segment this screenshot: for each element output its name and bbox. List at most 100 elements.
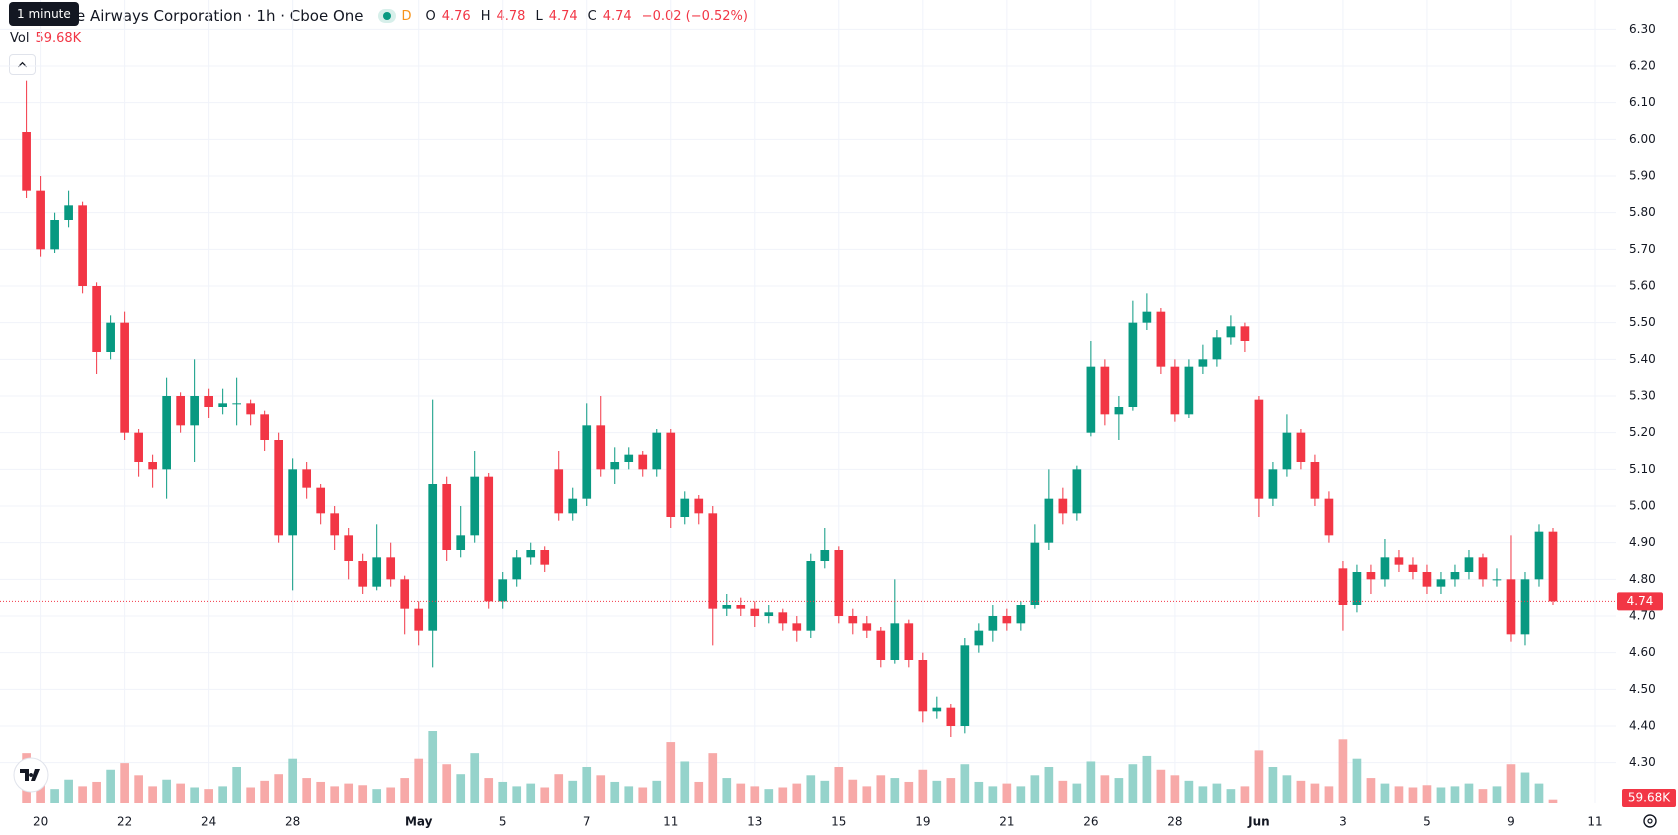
- volume-bar: [1198, 786, 1208, 803]
- settings-icon[interactable]: [1643, 814, 1657, 828]
- y-tick-label: 4.30: [1629, 755, 1656, 769]
- volume-bar: [750, 786, 760, 803]
- candle-body: [918, 660, 928, 712]
- volume-bar: [876, 775, 886, 803]
- candle-body: [596, 425, 606, 470]
- volume-bar: [64, 779, 73, 803]
- candle-body: [1254, 399, 1264, 499]
- volume-bar: [1324, 786, 1334, 803]
- volume-bar: [204, 789, 213, 803]
- volume-bar: [50, 789, 59, 803]
- market-status[interactable]: [377, 9, 396, 23]
- y-tick-label: 4.40: [1629, 719, 1656, 733]
- price-tag-label: 4.74: [1627, 594, 1654, 608]
- volume-bar: [1408, 787, 1418, 803]
- volume-bar: [1184, 780, 1194, 803]
- volume-bar: [1534, 783, 1544, 803]
- volume-bar: [120, 763, 129, 803]
- volume-bar: [624, 786, 634, 803]
- candle-body: [1380, 557, 1390, 580]
- candle-body: [666, 432, 676, 517]
- candle-body: [876, 630, 886, 660]
- ohlc-value: 4.74: [602, 8, 632, 24]
- volume-bar: [568, 780, 578, 803]
- volume-bar: [232, 767, 241, 803]
- volume-bar: [372, 789, 382, 803]
- chevron-icon: [17, 61, 28, 68]
- candle-body: [764, 612, 774, 616]
- candle-body: [680, 498, 690, 517]
- volume-bar: [1016, 786, 1026, 803]
- volume-bar: [974, 781, 984, 803]
- volume-bar: [1240, 786, 1250, 803]
- candle-body: [456, 535, 466, 550]
- volume-bar: [1380, 783, 1390, 803]
- candle-body: [932, 707, 942, 712]
- volume-bar: [246, 787, 256, 803]
- volume-bar: [1492, 786, 1502, 803]
- candle-body: [302, 469, 312, 488]
- ohlc-key: C: [587, 8, 597, 24]
- candle-body: [316, 487, 326, 514]
- candle-body: [344, 535, 354, 561]
- volume-bar: [1156, 769, 1166, 803]
- candle-body: [1170, 366, 1180, 415]
- y-tick-label: 5.60: [1629, 279, 1656, 293]
- volume-bar: [918, 769, 928, 803]
- y-tick-label: 5.10: [1629, 462, 1656, 476]
- volume-bar: [1506, 764, 1516, 803]
- candle-body: [946, 707, 956, 726]
- volume-bar: [1282, 775, 1292, 803]
- volume-bar: [176, 783, 185, 803]
- candle-body: [400, 579, 410, 609]
- x-tick-label: 11: [663, 815, 678, 829]
- candle-body: [218, 403, 227, 407]
- candle-body: [1478, 557, 1488, 580]
- candle-body: [428, 484, 438, 631]
- volume-bar: [848, 779, 858, 803]
- candle-body: [162, 396, 171, 470]
- y-tick-label: 5.70: [1629, 242, 1656, 256]
- candle-body: [1128, 322, 1138, 407]
- candle-body: [806, 561, 816, 631]
- volume-bar: [1072, 783, 1082, 803]
- candle-body: [442, 484, 452, 550]
- volume-bar: [1114, 778, 1124, 803]
- candle-body: [204, 396, 213, 407]
- volume-bar: [428, 731, 438, 803]
- candle-body: [638, 454, 648, 470]
- candle-body: [148, 462, 157, 470]
- y-tick-label: 5.80: [1629, 205, 1656, 219]
- candle-body: [1520, 579, 1530, 635]
- x-tick-label: May: [405, 815, 433, 829]
- tradingview-logo[interactable]: [13, 757, 49, 793]
- volume-bar: [736, 783, 746, 803]
- volume-bar: [610, 781, 620, 803]
- y-tick-label: 5.40: [1629, 352, 1656, 366]
- candle-layer: [0, 80, 1616, 737]
- candle-body: [64, 205, 73, 220]
- symbol-title[interactable]: e Airways Corporation · 1h · Cboe One: [76, 7, 364, 25]
- volume-bar: [288, 758, 298, 803]
- candle-body: [624, 454, 634, 462]
- volume-bar: [1100, 775, 1110, 803]
- volume-bar: [764, 789, 774, 803]
- ohlc-value: 4.74: [548, 8, 578, 24]
- volume-bar: [414, 758, 424, 803]
- collapse-button[interactable]: [9, 54, 36, 75]
- candle-body: [358, 561, 368, 587]
- x-tick-label: 19: [915, 815, 930, 829]
- volume-bar: [554, 774, 564, 803]
- y-tick-label: 5.30: [1629, 389, 1656, 403]
- candle-body: [582, 425, 592, 499]
- volume-bar: [148, 786, 157, 803]
- y-tick-label: 4.90: [1629, 535, 1656, 549]
- candle-body: [904, 623, 914, 660]
- volume-bar: [1254, 750, 1264, 803]
- candle-body: [988, 616, 998, 631]
- candle-body: [1394, 557, 1404, 565]
- candle-body: [834, 550, 844, 616]
- x-tick-label: 3: [1339, 815, 1347, 829]
- candle-body: [106, 322, 115, 352]
- candle-body: [260, 414, 270, 440]
